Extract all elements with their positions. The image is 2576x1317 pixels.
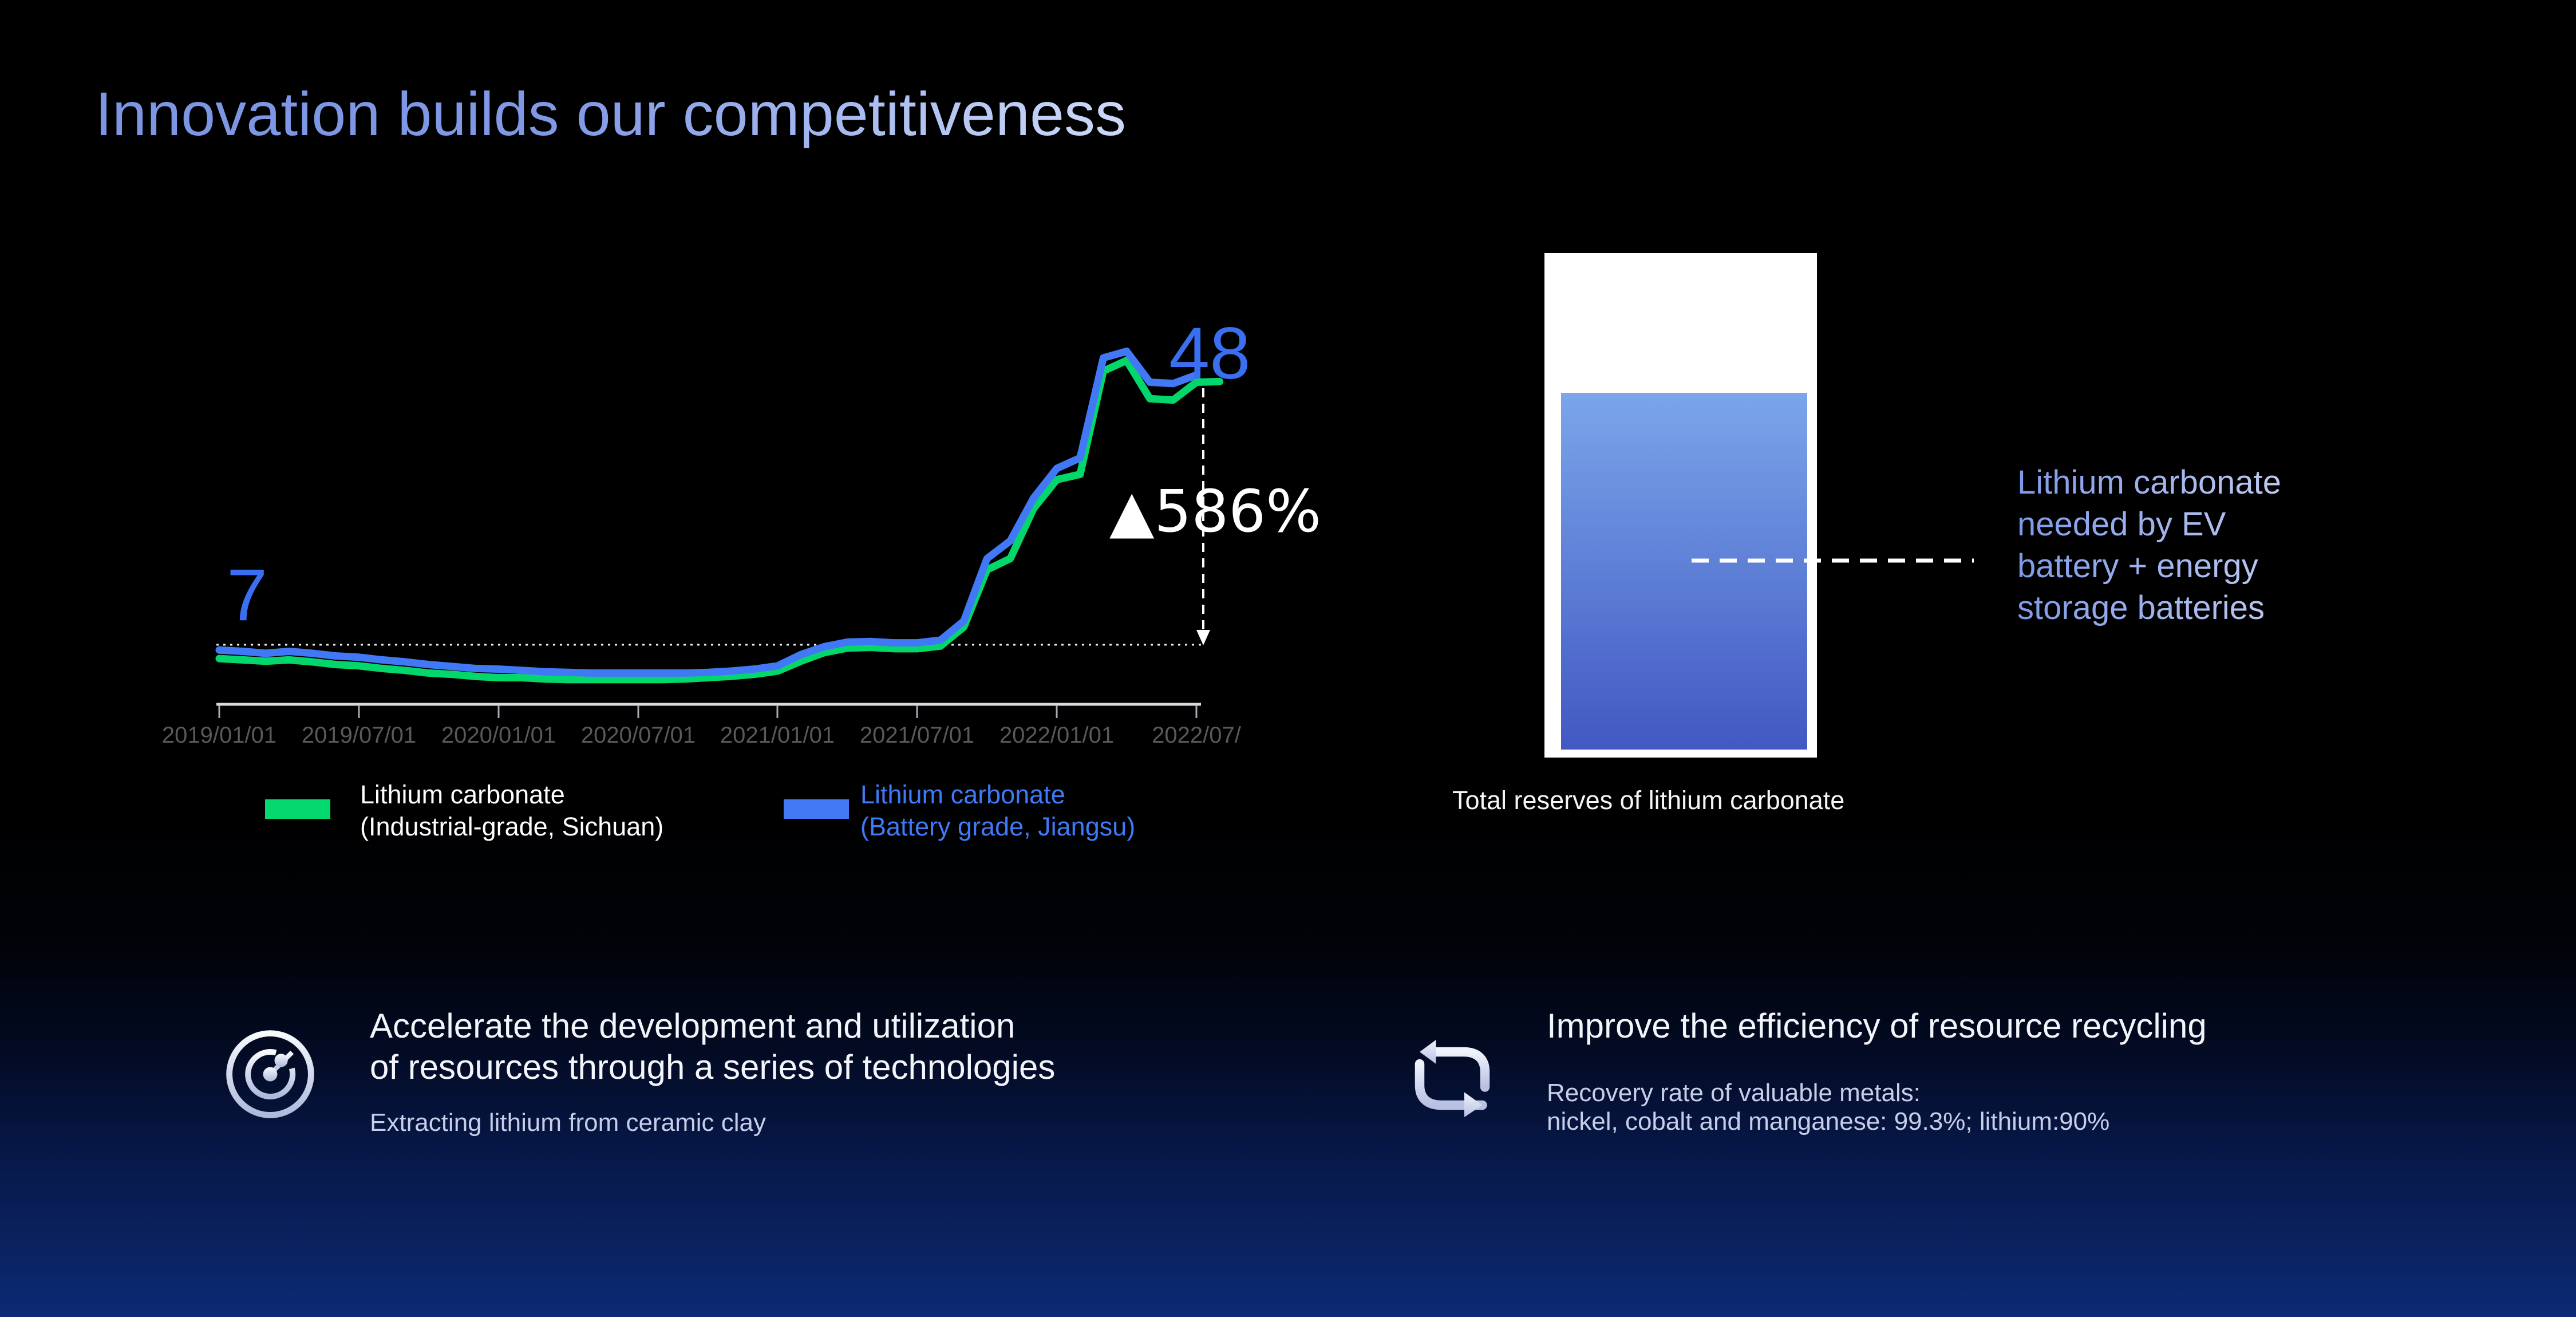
legend-label-industrial: Lithium carbonate (Industrial-grade, Sic… [360, 780, 664, 841]
x-tick-label: 2020/01/01 [441, 723, 556, 748]
series-battery-grade-line [215, 348, 1200, 677]
highlight-2-title: Improve the efficiency of resource recyc… [1547, 1007, 2207, 1045]
x-tick-label: 2021/07/01 [859, 723, 975, 748]
x-tick-label: 2020/07/01 [580, 723, 696, 748]
chart-end-value: 48 [1169, 313, 1251, 395]
legend-swatch-industrial [265, 799, 330, 819]
highlight-1-subtitle: Extracting lithium from ceramic clay [370, 1109, 766, 1137]
x-tick-label: 2019/07/01 [301, 723, 417, 748]
legend-label-battery: Lithium carbonate (Battery grade, Jiangs… [860, 780, 1136, 841]
reserves-caption: Total reserves of lithium carbonate [1452, 786, 1845, 815]
x-axis-ticks [218, 705, 1198, 718]
x-tick-label: 2019/01/01 [161, 723, 277, 748]
reserves-note: Lithium carbonate needed by EV battery +… [2017, 462, 2464, 629]
x-tick-label: 2022/01/01 [999, 723, 1115, 748]
highlight-1-title: Accelerate the development and utilizati… [370, 1007, 1056, 1086]
change-arrow-head [1196, 630, 1210, 645]
radar-icon [225, 1029, 315, 1119]
page-title: Innovation builds our competitiveness [95, 79, 1127, 148]
chart-change-label: ▲586% [1109, 478, 1322, 546]
series-industrial-grade-line [215, 357, 1224, 684]
chart-start-value: 7 [227, 554, 268, 636]
x-tick-label: 2021/01/01 [720, 723, 835, 748]
highlight-2-subtitle: Recovery rate of valuable metals: nickel… [1547, 1079, 2110, 1135]
reserves-fill-bar [1561, 393, 1807, 750]
x-tick-label: 2022/07/ [1152, 723, 1241, 748]
legend-swatch-battery [784, 799, 849, 819]
cycle-icon [1415, 1040, 1490, 1117]
